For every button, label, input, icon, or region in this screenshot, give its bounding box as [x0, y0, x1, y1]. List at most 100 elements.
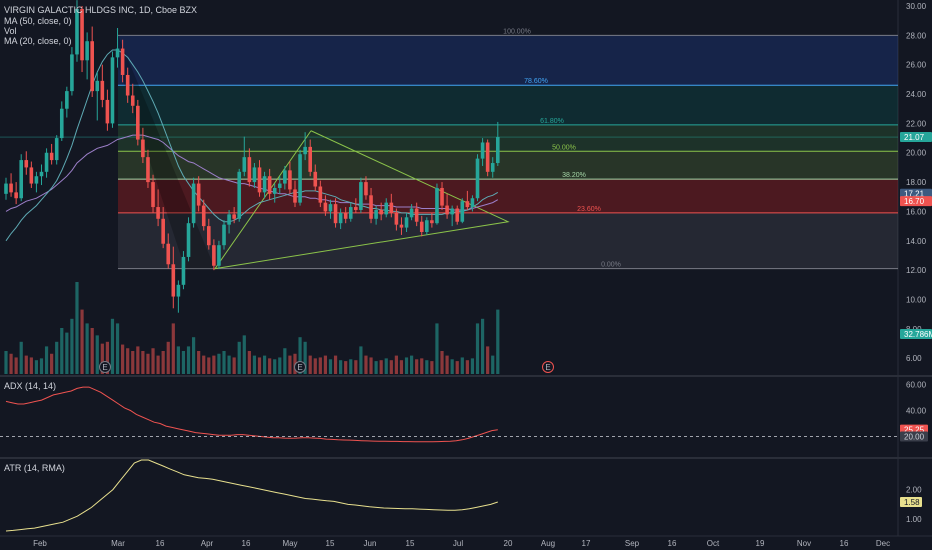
volume-bar: [288, 355, 292, 374]
volume-bar: [191, 337, 196, 374]
volume-bar: [186, 346, 191, 374]
candle-body: [445, 205, 449, 215]
candle-body: [414, 208, 419, 222]
candle-body: [196, 183, 201, 206]
candle-body: [141, 139, 145, 158]
candle-body: [151, 182, 155, 208]
candle-body: [262, 176, 267, 193]
volume-bar: [450, 359, 454, 374]
volume-bar: [121, 344, 125, 374]
volume-bar: [100, 343, 104, 374]
atr-tick-label: 1.00: [906, 515, 922, 524]
earnings-marker-label: E: [297, 363, 302, 372]
candle-body: [440, 187, 444, 206]
volume-bar: [344, 361, 348, 374]
candle-body: [470, 198, 475, 208]
adx-tag-label: 25.25: [904, 426, 925, 435]
volume-bar: [212, 355, 216, 374]
time-tick-label: 16: [156, 539, 165, 548]
candle-body: [181, 256, 186, 285]
volume-bar: [308, 355, 312, 374]
volume-bar: [4, 351, 8, 374]
adx-tag: [900, 431, 928, 442]
volume-bar: [207, 357, 211, 374]
volume-bar: [141, 351, 145, 374]
atr-tick-label: 2.00: [906, 486, 922, 495]
adx-line: [5, 386, 498, 443]
volume-bar: [110, 318, 115, 374]
candle-body: [359, 182, 363, 210]
symbol-legend: VIRGIN GALACTIC HLDGS INC, 1D, Cboe BZX: [4, 5, 197, 15]
volume-bar: [394, 355, 398, 374]
candle-body: [313, 171, 318, 187]
candle-body: [136, 105, 140, 140]
atr-line: [5, 459, 498, 532]
earnings-marker-label: E: [545, 363, 550, 372]
fib-zone: [118, 85, 898, 125]
candle-body: [379, 209, 383, 215]
candle-body: [227, 214, 231, 225]
ma20-legend: MA (20, close, 0): [4, 36, 72, 46]
volume-bar: [455, 361, 459, 374]
candle-body: [232, 214, 236, 219]
volume-bar: [460, 357, 464, 374]
candle-body: [242, 157, 247, 172]
candle-body: [34, 176, 39, 184]
volume-bar: [90, 328, 94, 374]
volume-bar: [475, 323, 480, 374]
time-tick-label: Oct: [707, 539, 720, 548]
volume-bar: [19, 341, 23, 374]
candle-body: [212, 245, 216, 266]
candle-body: [54, 138, 59, 161]
fib-zone: [118, 35, 898, 86]
price-tick-label: 14.00: [906, 237, 927, 246]
candle-body: [277, 183, 282, 188]
fib-level-label: 0.00%: [601, 262, 621, 269]
time-tick-label: 16: [668, 539, 677, 548]
time-tick-label: Jul: [453, 539, 463, 548]
fib-trendline-shade: [118, 35, 215, 269]
candle-body: [318, 186, 323, 203]
volume-bar: [166, 341, 170, 374]
volume-bar: [318, 357, 322, 374]
adx-legend: ADX (14, 14): [4, 381, 56, 391]
volume-bar: [364, 355, 368, 374]
candle-body: [455, 208, 460, 222]
price-tick-label: 10.00: [906, 295, 927, 304]
fib-level-label: 50.00%: [552, 144, 576, 151]
candle-body: [490, 163, 495, 172]
earnings-marker: [542, 361, 554, 373]
volume-bar: [415, 359, 419, 374]
candle-body: [110, 57, 115, 124]
time-tick-label: Dec: [876, 539, 890, 548]
price-tag: [900, 328, 932, 339]
candle-body: [394, 212, 399, 225]
time-tick-label: Apr: [201, 539, 214, 548]
volume-bar: [445, 355, 449, 374]
time-tick-label: Jun: [364, 539, 377, 548]
candle-body: [288, 170, 292, 190]
atr-tag-label: 1.58: [904, 498, 920, 507]
volume-bar: [80, 309, 84, 374]
vol-label: Vol: [4, 26, 17, 36]
volume-bar: [242, 335, 246, 374]
volume-bar: [328, 359, 333, 374]
volume-bar: [227, 355, 231, 374]
volume-bar: [222, 351, 226, 374]
candle-body: [252, 167, 257, 183]
candle-body: [125, 74, 130, 96]
earnings-marker: [99, 361, 111, 373]
candle-body: [176, 284, 181, 297]
candle-body: [9, 183, 13, 193]
fib-level-label: 38.20%: [562, 172, 586, 179]
time-tick-label: May: [282, 539, 297, 548]
candle-body: [348, 207, 353, 219]
candle-body: [70, 54, 74, 92]
volume-bar: [95, 335, 99, 374]
volume-bar: [430, 361, 434, 374]
symbol-title: VIRGIN GALACTIC HLDGS INC, 1D, Cboe BZX: [4, 5, 198, 15]
volume-bar: [126, 348, 130, 374]
volume-bar: [252, 355, 257, 374]
volume-bar: [50, 353, 54, 374]
